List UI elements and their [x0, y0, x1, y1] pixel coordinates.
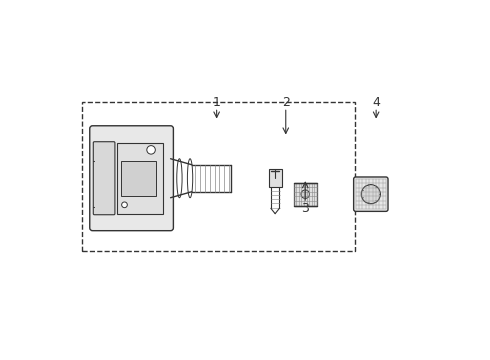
Bar [294, 183, 317, 206]
Circle shape [122, 202, 127, 208]
Text: 1: 1 [213, 95, 220, 108]
Circle shape [147, 145, 155, 154]
Circle shape [361, 185, 380, 204]
Bar [82, 102, 355, 251]
Bar [121, 161, 156, 196]
Circle shape [301, 190, 310, 198]
FancyBboxPatch shape [90, 126, 173, 231]
Text: 3: 3 [301, 202, 309, 215]
Text: 4: 4 [372, 95, 380, 108]
FancyBboxPatch shape [354, 177, 388, 211]
Bar [269, 169, 282, 187]
FancyBboxPatch shape [93, 142, 115, 215]
Bar [118, 143, 164, 214]
Text: 2: 2 [282, 95, 290, 108]
